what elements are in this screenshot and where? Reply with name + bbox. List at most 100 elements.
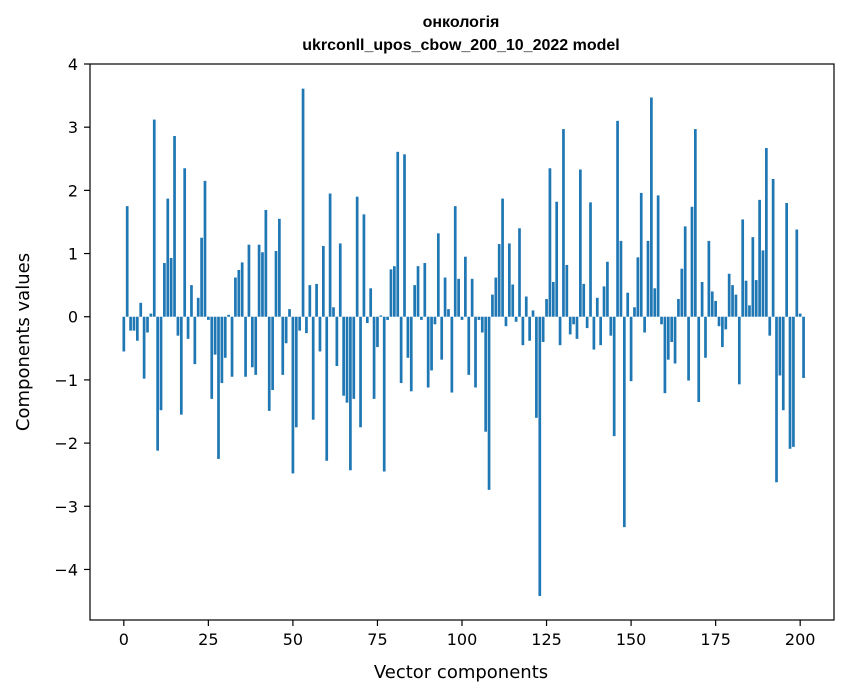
bar-137 [585,316,589,329]
bar-145 [612,316,616,437]
chart-title-line-1: онкологія [423,14,500,31]
bar-26 [210,316,214,399]
bar-30 [223,316,227,358]
bar-170 [697,316,701,403]
bar-182 [737,316,741,385]
bar-160 [663,316,667,394]
bar-28 [217,316,220,459]
bar-110 [494,277,498,317]
bar-101 [464,256,467,317]
bar-20 [190,285,193,317]
bar-165 [680,268,684,317]
x-tick-label: 175 [700,630,731,649]
bar-151 [633,307,636,317]
bar-92 [433,316,437,325]
bar-94 [440,316,444,360]
bar-99 [457,278,460,317]
bar-16 [176,316,180,336]
y-tick-label: 0 [68,308,78,327]
bar-19 [186,316,190,339]
bar-23 [200,237,203,317]
x-axis-label: Vector components [374,662,548,683]
x-tick-label: 75 [367,630,387,649]
plot-frame [89,63,835,621]
bar-152 [636,257,640,317]
bar-190 [765,148,768,317]
bar-93 [436,233,440,317]
y-axis-label: Components values [13,253,34,431]
bar-43 [267,316,271,411]
bar-148 [622,316,626,528]
bar-104 [474,316,477,388]
x-tick-label: 100 [447,630,478,649]
bar-102 [467,316,471,375]
x-tick-label: 150 [616,630,647,649]
bar-168 [690,206,694,317]
bar-77 [382,316,386,472]
bar-116 [514,316,518,322]
bar-50 [291,316,295,474]
bar-187 [754,280,758,317]
bar-33 [234,277,237,317]
bar-39 [254,316,258,375]
bar-98 [453,206,457,317]
bar-199 [795,229,799,317]
bar-17 [179,316,183,415]
bar-70 [359,316,362,428]
bar-86 [413,285,417,317]
bar-185 [748,305,751,317]
bar-31 [227,314,231,317]
bar-176 [717,316,721,327]
bar-161 [666,316,670,360]
bar-55 [308,285,312,317]
bar-107 [484,316,488,432]
y-tick-label: 4 [68,55,78,74]
bar-47 [281,316,285,375]
bars-group [122,88,805,596]
bar-87 [416,266,420,317]
bar-200 [798,313,802,317]
bar-66 [345,316,349,403]
bar-177 [721,316,724,348]
bar-49 [288,309,291,317]
bar-141 [599,316,603,346]
bar-179 [727,273,731,317]
bar-184 [744,280,748,317]
y-tick-label: −3 [54,497,78,516]
y-tick-label: 3 [68,118,78,137]
bar-134 [575,316,579,339]
bar-180 [731,285,734,317]
bar-18 [183,168,187,317]
bar-112 [501,198,504,317]
bar-27 [213,316,217,355]
bar-52 [298,316,302,331]
bar-138 [589,202,592,317]
bar-139 [592,316,596,350]
bar-56 [311,316,315,420]
x-tick-label: 25 [198,630,218,649]
bar-73 [369,288,373,317]
bar-171 [700,281,704,317]
bar-24 [203,180,207,317]
bar-175 [714,300,717,317]
bar-146 [616,120,619,317]
bar-117 [518,228,521,317]
bar-88 [420,316,423,320]
x-tick-label: 200 [785,630,816,649]
bar-72 [365,316,369,324]
bar-181 [734,294,738,317]
bar-114 [507,243,511,317]
x-axis-ticks: 0 25 50 75 100 125 150 175 200 [119,620,816,649]
bar-51 [294,316,298,428]
bar-80 [393,266,396,317]
bar-29 [220,316,224,384]
bar-118 [521,316,525,346]
bar-6 [142,316,146,379]
y-tick-label: −1 [54,371,78,390]
bar-75 [376,316,379,348]
y-tick-label: 2 [68,181,78,200]
bar-193 [775,316,778,483]
bar-40 [257,244,261,317]
bar-123 [538,316,542,596]
bar-25 [207,316,210,320]
